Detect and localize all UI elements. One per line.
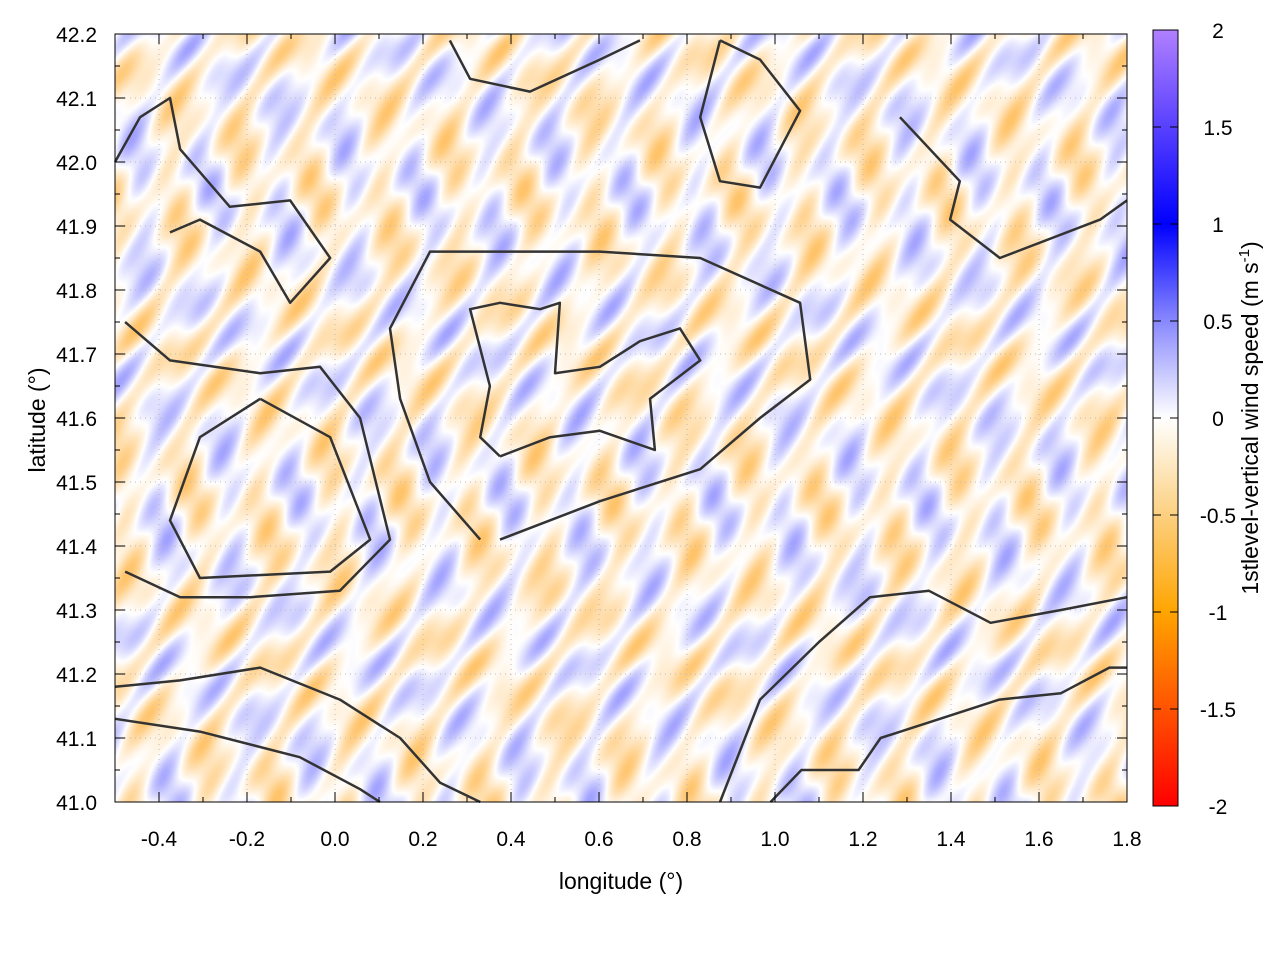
colorbar-tick-label: -1.5 [1200, 699, 1236, 722]
contour-line [388, 250, 812, 541]
y-tick-label: 42.1 [56, 88, 97, 111]
y-tick-label: 41.5 [56, 472, 97, 495]
y-tick-label: 41.9 [56, 216, 97, 239]
contour-line [718, 589, 1128, 803]
y-tick-label: 41.3 [56, 600, 97, 623]
y-tick-labels: 41.0 41.1 41.2 41.3 41.4 41.5 41.6 41.7 41.8 41.9… [56, 24, 97, 815]
contour-lines [113, 39, 1128, 804]
x-tick-label: 0.8 [672, 828, 701, 851]
contour-line [114, 666, 481, 804]
contour-line [769, 666, 1127, 803]
contour-line [448, 39, 641, 93]
x-tick-label: 0.0 [320, 828, 349, 851]
colorbar-label-text: 1stlevel-vertical wind speed (m s [1237, 262, 1263, 594]
colorbar-tick-label: 0.5 [1203, 311, 1232, 334]
contour-line [168, 397, 372, 580]
x-tick-label: -0.2 [229, 828, 265, 851]
x-tick-label: 0.4 [496, 828, 526, 851]
colorbar-ticks: 2 1.5 1 0.5 0 -0.5 -1 -1.5 -2 [1153, 20, 1236, 819]
colorbar-tick-label: 1 [1212, 214, 1224, 237]
y-tick-label: 41.1 [56, 728, 97, 751]
colorbar-tick-label: 0 [1212, 408, 1224, 431]
colorbar-tick-label: -2 [1209, 796, 1228, 819]
y-axis-label: latitude (°) [24, 367, 50, 472]
contour-line [698, 39, 802, 189]
x-tick-label: 1.6 [1024, 828, 1053, 851]
y-tick-label: 41.2 [56, 664, 97, 687]
y-tick-label: 41.7 [56, 344, 97, 367]
x-tick-label: 0.2 [408, 828, 437, 851]
contour-line [468, 301, 702, 458]
x-tick-label: -0.4 [141, 828, 178, 851]
contour-line [113, 96, 332, 305]
colorbar-tick-label: -1 [1209, 602, 1228, 625]
axis-ticks [114, 33, 1128, 803]
y-tick-label: 41.8 [56, 280, 97, 303]
colorbar-label-superscript: -1 [1236, 249, 1253, 262]
contour-line [124, 321, 392, 599]
x-tick-label: 1.8 [1112, 828, 1141, 851]
contour-line [899, 116, 1128, 260]
y-tick-label: 41.0 [56, 792, 97, 815]
colorbar-tick-label: 2 [1212, 20, 1224, 43]
y-tick-label: 42.0 [56, 152, 97, 175]
y-tick-label: 41.4 [56, 536, 97, 559]
x-tick-label: 0.6 [584, 828, 613, 851]
x-tick-label: 1.0 [760, 828, 789, 851]
colorbar-label-close: ) [1237, 241, 1263, 249]
x-tick-label: 1.2 [848, 828, 877, 851]
colorbar-label: 1stlevel-vertical wind speed (m s-1) [1236, 241, 1263, 594]
x-tick-label: 1.4 [936, 828, 966, 851]
y-tick-label: 42.2 [56, 24, 97, 47]
x-axis-label: longitude (°) [559, 868, 683, 894]
y-tick-label: 41.6 [56, 408, 97, 431]
colorbar-tick-label: 1.5 [1203, 117, 1232, 140]
x-tick-labels: -0.4 -0.2 0.0 0.2 0.4 0.6 0.8 1.0 1.2 1.4 1.6 1.8 [141, 828, 1142, 851]
colorbar-tick-label: -0.5 [1200, 505, 1236, 528]
contour-line [114, 717, 381, 804]
grid [115, 33, 1128, 803]
